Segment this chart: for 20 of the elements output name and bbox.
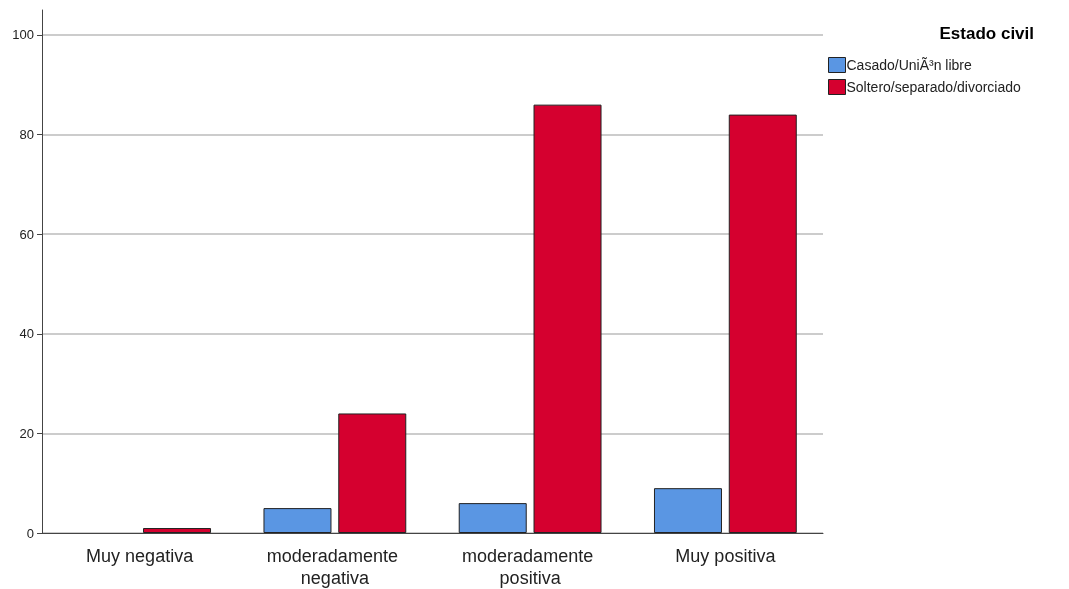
bar bbox=[263, 508, 332, 533]
y-tick-label: 0 bbox=[26, 525, 34, 541]
bar bbox=[143, 528, 212, 533]
legend-label: Casado/UniÃ³n libre bbox=[846, 57, 972, 73]
y-tick-label: 20 bbox=[19, 425, 34, 441]
bar bbox=[653, 488, 722, 533]
bar bbox=[533, 104, 602, 533]
y-tick-label: 80 bbox=[19, 127, 34, 143]
legend-label: Soltero/separado/divorciado bbox=[846, 79, 1022, 95]
x-tick-label: moderadamente positiva bbox=[462, 546, 599, 588]
y-tick-label: 100 bbox=[12, 27, 34, 43]
x-tick-label: Muy positiva bbox=[675, 546, 777, 566]
bar bbox=[728, 114, 797, 533]
bar bbox=[458, 503, 527, 533]
y-tick-label: 40 bbox=[19, 326, 34, 342]
bar bbox=[338, 413, 407, 533]
legend-title: Estado civil bbox=[939, 24, 1034, 43]
x-tick-label: Muy negativa bbox=[86, 546, 195, 566]
x-tick-label: moderadamente negativa bbox=[266, 546, 403, 588]
y-tick-label: 60 bbox=[19, 226, 34, 242]
